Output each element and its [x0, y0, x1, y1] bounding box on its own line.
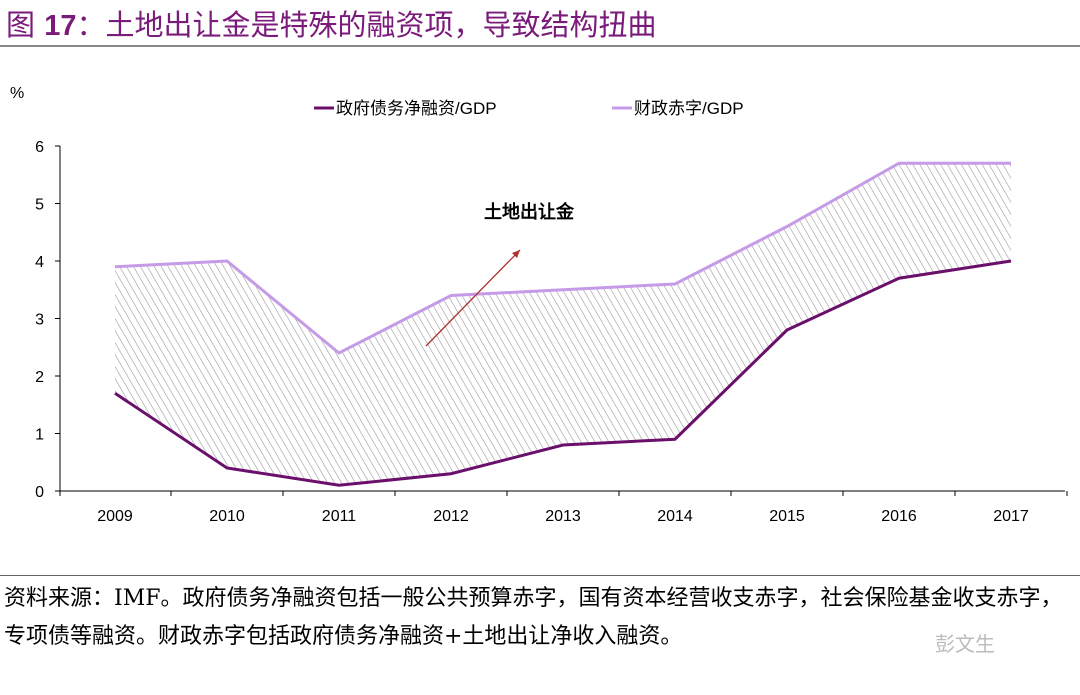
bottom-rule: [0, 575, 1080, 576]
series-deficit-line: [114, 161, 1011, 355]
x-tick-label: 2014: [657, 508, 693, 525]
x-tick-label: 2009: [97, 508, 133, 525]
y-axis-unit: %: [10, 85, 24, 102]
y-tick-label: 2: [35, 369, 44, 386]
annotation-arrowhead: [512, 250, 520, 258]
legend-label-deficit: 财政赤字/GDP: [634, 99, 744, 118]
legend: 政府债务净融资/GDP 财政赤字/GDP: [314, 99, 744, 118]
legend-label-debt: 政府债务净融资/GDP: [336, 99, 497, 118]
y-tick-label: 5: [35, 197, 44, 214]
land-sales-band: [115, 163, 1011, 486]
y-tick-label: 4: [35, 254, 44, 271]
top-rule: [0, 45, 1080, 47]
x-tick-label: 2015: [769, 508, 805, 525]
x-tick-label: 2017: [993, 508, 1029, 525]
annotation-label: 土地出让金: [484, 201, 575, 222]
y-tick-label: 6: [35, 139, 44, 156]
chart: % 政府债务净融资/GDP 财政赤字/GDP 0 1 2 3 4 5 6 2009 2010 20…: [10, 85, 1068, 525]
title-number: 17: [44, 10, 77, 42]
x-tick-label: 2013: [545, 508, 581, 525]
title-text: ：土地出让金是特殊的融资项，导致结构扭曲: [76, 8, 657, 42]
y-tick-label: 3: [35, 312, 44, 329]
series-debt-line: [114, 259, 1012, 487]
x-tick-label: 2010: [209, 508, 245, 525]
y-tick-label: 1: [35, 427, 44, 444]
x-tick-label: 2016: [881, 508, 917, 525]
y-tick-label: 0: [35, 484, 44, 501]
source-note: 资料来源：IMF。政府债务净融资包括一般公共预算赤字，国有资本经营收支赤字，社会…: [4, 586, 1063, 649]
x-tick-label: 2012: [433, 508, 469, 525]
title-prefix: 图: [6, 8, 36, 42]
figure-title: 图 17：土地出让金是特殊的融资项，导致结构扭曲: [6, 2, 657, 44]
x-tick-label: 2011: [322, 508, 357, 525]
annotation-arrow: [425, 249, 521, 347]
watermark: 彭文生: [935, 632, 995, 656]
